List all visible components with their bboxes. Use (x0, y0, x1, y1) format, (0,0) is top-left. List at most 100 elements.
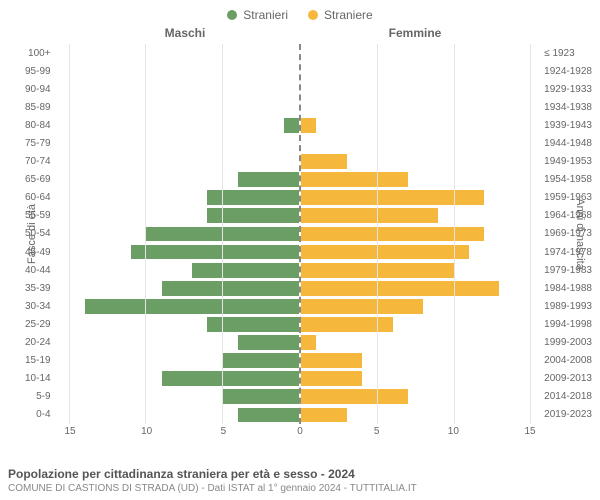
y-axis-right: ≤ 19231924-19281929-19331934-19381939-19… (540, 44, 592, 424)
bar-row (70, 225, 299, 243)
y-tick-year: 1984-1988 (540, 279, 592, 297)
y-tick-age: 65-69 (25, 171, 55, 189)
y-tick-year: 1964-1968 (540, 207, 592, 225)
bar-female (301, 335, 316, 350)
bars-area (70, 44, 530, 424)
bar-row (301, 116, 530, 134)
y-tick-year: 1959-1963 (540, 189, 592, 207)
y-tick-age: 5-9 (25, 388, 55, 406)
y-tick-year: 1994-1998 (540, 315, 592, 333)
bar-male (162, 281, 299, 296)
half-male (70, 44, 301, 424)
bar-female (301, 408, 347, 423)
bar-row (301, 406, 530, 424)
y-tick-year: 2019-2023 (540, 406, 592, 424)
bar-row (70, 370, 299, 388)
y-tick-age: 85-89 (25, 98, 55, 116)
y-tick-year: 1924-1928 (540, 62, 592, 80)
y-tick-age: 30-34 (25, 297, 55, 315)
y-tick-age: 55-59 (25, 207, 55, 225)
bar-row (70, 44, 299, 62)
bar-row (70, 352, 299, 370)
bar-row (70, 98, 299, 116)
y-tick-year: 1934-1938 (540, 98, 592, 116)
y-tick-age: 35-39 (25, 279, 55, 297)
bar-row (70, 62, 299, 80)
bar-row (70, 207, 299, 225)
bar-female (301, 389, 408, 404)
x-axis-right: 51015 (300, 424, 530, 444)
bar-row (70, 243, 299, 261)
bar-row (70, 261, 299, 279)
bar-female (301, 154, 347, 169)
y-tick-year: 1969-1973 (540, 225, 592, 243)
bar-female (301, 118, 316, 133)
bar-row (301, 134, 530, 152)
bar-row (301, 189, 530, 207)
bar-row (301, 334, 530, 352)
bar-male (223, 389, 299, 404)
bar-row (301, 352, 530, 370)
y-tick-age: 90-94 (25, 80, 55, 98)
bar-row (70, 134, 299, 152)
bar-row (301, 171, 530, 189)
bar-male (131, 245, 299, 260)
y-tick-age: 75-79 (25, 134, 55, 152)
x-axis: 051015 51015 (70, 424, 530, 444)
y-tick-year: 1944-1948 (540, 134, 592, 152)
bar-row (70, 153, 299, 171)
x-tick: 10 (448, 426, 459, 437)
x-tick: 5 (374, 426, 380, 437)
y-tick-age: 0-4 (25, 406, 55, 424)
bar-row (70, 297, 299, 315)
bar-row (70, 80, 299, 98)
bar-female (301, 245, 469, 260)
bar-male (85, 299, 299, 314)
legend-item-male: Stranieri (227, 8, 288, 22)
x-tick: 10 (141, 426, 152, 437)
x-axis-left: 051015 (70, 424, 300, 444)
bar-female (301, 227, 484, 242)
bar-male (238, 335, 299, 350)
column-headers: Maschi Femmine (0, 26, 600, 40)
bar-row (301, 225, 530, 243)
bar-male (238, 408, 299, 423)
col-header-male: Maschi (70, 26, 300, 40)
bar-row (301, 98, 530, 116)
y-tick-age: 60-64 (25, 189, 55, 207)
bar-male (223, 353, 299, 368)
y-tick-year: 1939-1943 (540, 116, 592, 134)
legend-label-female: Straniere (324, 8, 373, 22)
bar-row (301, 44, 530, 62)
y-tick-year: 1979-1983 (540, 261, 592, 279)
y-tick-year: ≤ 1923 (540, 44, 592, 62)
bar-female (301, 371, 362, 386)
bar-row (301, 279, 530, 297)
bar-female (301, 299, 423, 314)
bar-row (70, 315, 299, 333)
y-tick-year: 1989-1993 (540, 297, 592, 315)
bar-male (238, 172, 299, 187)
bar-row (301, 80, 530, 98)
y-tick-age: 45-49 (25, 243, 55, 261)
y-tick-year: 1949-1953 (540, 153, 592, 171)
x-tick: 15 (524, 426, 535, 437)
y-tick-year: 2004-2008 (540, 352, 592, 370)
bar-row (301, 297, 530, 315)
bar-row (70, 388, 299, 406)
chart-title: Popolazione per cittadinanza straniera p… (8, 467, 592, 481)
bar-row (301, 153, 530, 171)
y-tick-age: 20-24 (25, 334, 55, 352)
bar-female (301, 208, 438, 223)
x-tick: 5 (221, 426, 227, 437)
bar-female (301, 172, 408, 187)
y-tick-year: 1974-1978 (540, 243, 592, 261)
y-tick-age: 70-74 (25, 153, 55, 171)
bar-female (301, 353, 362, 368)
legend-item-female: Straniere (308, 8, 373, 22)
plot-area: Fasce di età Anni di nascita 100+95-9990… (70, 44, 530, 424)
bar-female (301, 190, 484, 205)
legend: Stranieri Straniere (0, 0, 600, 26)
bar-row (70, 189, 299, 207)
bar-row (301, 370, 530, 388)
